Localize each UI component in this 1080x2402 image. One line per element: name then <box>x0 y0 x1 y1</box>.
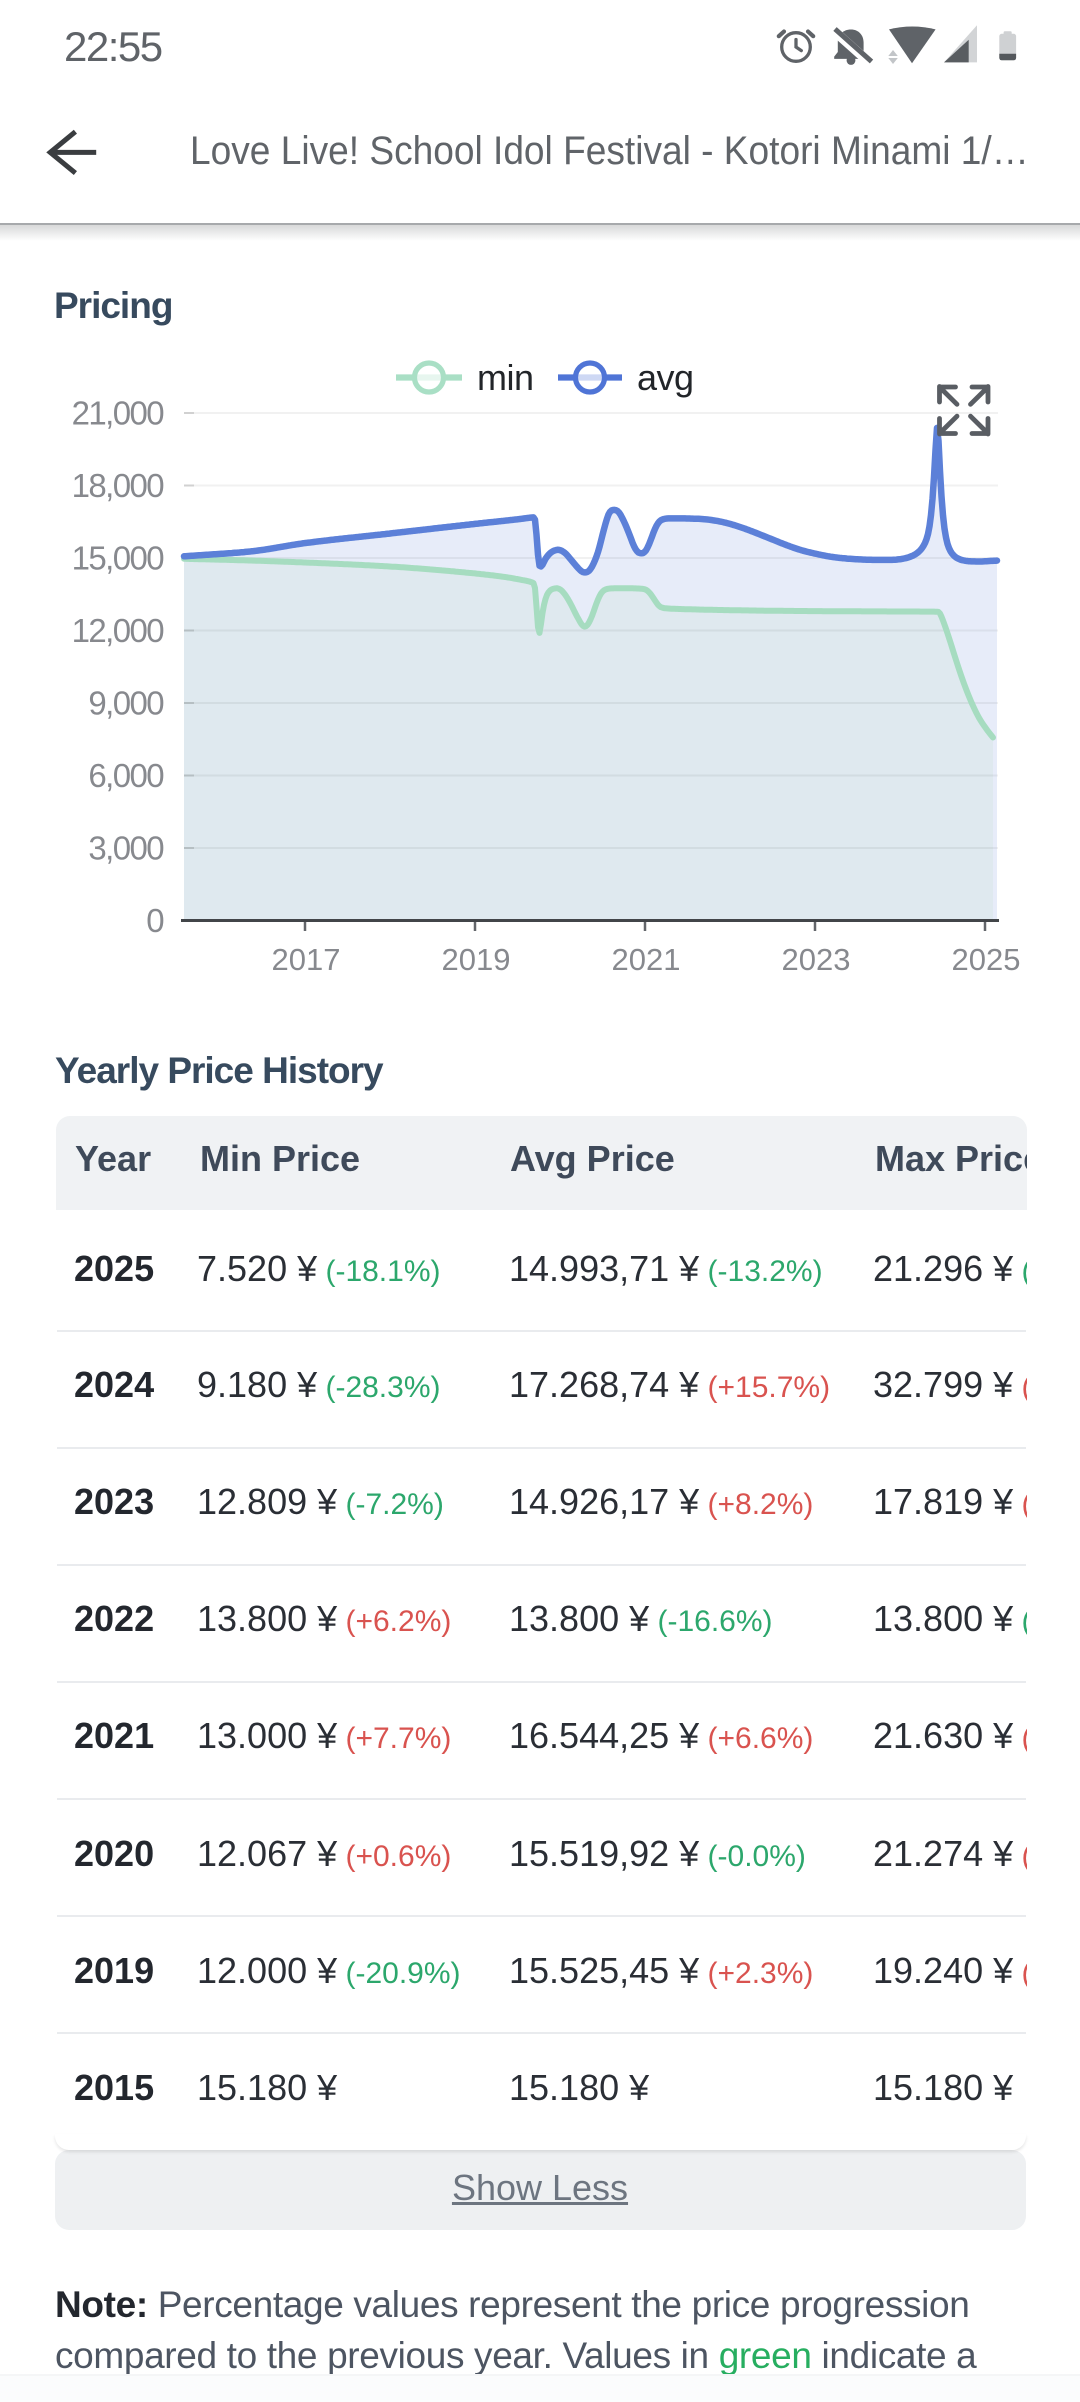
svg-text:min: min <box>477 357 534 398</box>
svg-text:2021: 2021 <box>612 942 681 977</box>
svg-text:2025: 2025 <box>952 942 1021 977</box>
svg-text:12,000: 12,000 <box>72 612 165 649</box>
svg-text:2017: 2017 <box>272 942 341 977</box>
svg-text:2023: 2023 <box>782 942 851 977</box>
svg-text:3,000: 3,000 <box>88 830 164 867</box>
svg-text:15,000: 15,000 <box>72 540 165 577</box>
svg-text:6,000: 6,000 <box>88 757 164 794</box>
svg-text:avg: avg <box>637 357 694 398</box>
svg-text:0: 0 <box>146 902 164 939</box>
svg-text:2019: 2019 <box>442 942 511 977</box>
svg-text:9,000: 9,000 <box>88 685 164 722</box>
svg-text:18,000: 18,000 <box>72 467 165 504</box>
svg-text:21,000: 21,000 <box>72 395 165 432</box>
